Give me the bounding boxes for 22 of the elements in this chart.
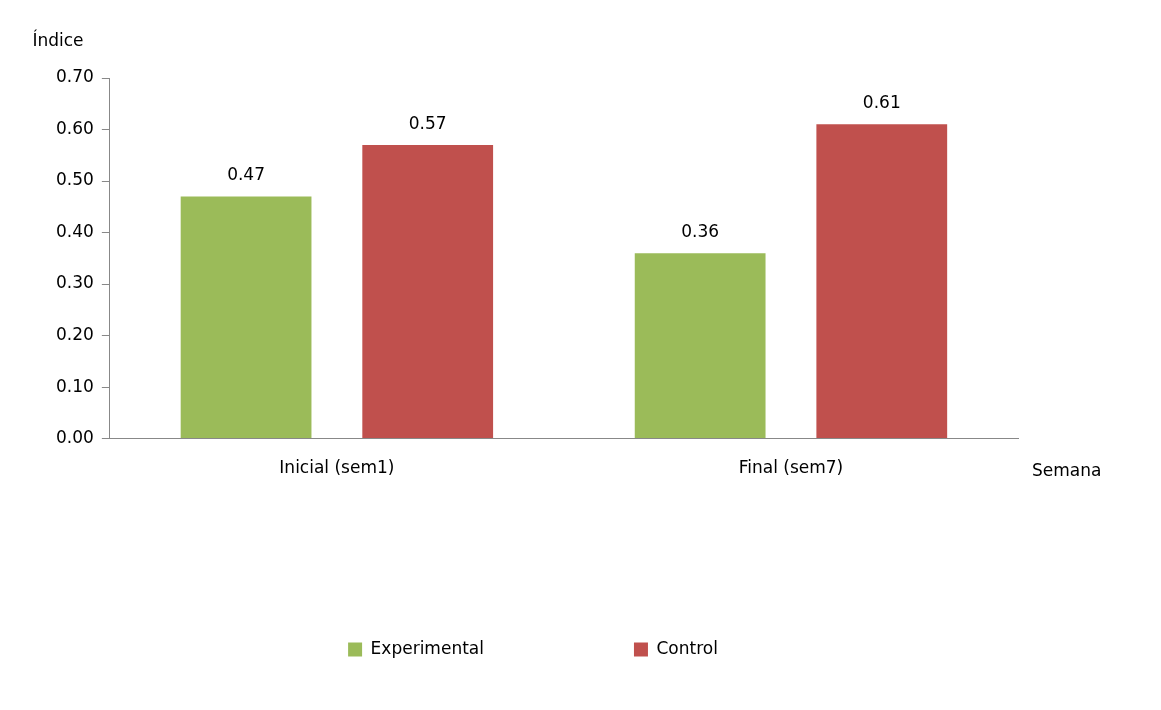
bar <box>180 196 312 439</box>
x-axis-title: Semana <box>1032 459 1102 480</box>
data-label: 0.57 <box>408 112 447 133</box>
y-tick-label: 0.10 <box>55 375 94 396</box>
y-tick-label: 0.70 <box>55 66 94 87</box>
y-tick-label: 0.00 <box>55 427 94 448</box>
y-tick-label: 0.30 <box>55 272 94 293</box>
bar <box>634 253 766 439</box>
y-tick-label: 0.50 <box>55 169 94 190</box>
y-tick-label: 0.40 <box>55 220 94 241</box>
x-tick-label: Final (sem7) <box>738 457 844 478</box>
x-tick-label: Inicial (sem1) <box>279 457 395 478</box>
data-label: 0.61 <box>862 92 901 113</box>
bar <box>362 144 494 439</box>
data-label: 0.36 <box>681 221 720 242</box>
y-tick-label: 0.60 <box>55 117 94 138</box>
data-label: 0.47 <box>227 164 265 185</box>
bar <box>816 124 948 439</box>
legend-label: Control <box>656 637 718 658</box>
y-axis-title: Índice <box>32 28 84 50</box>
legend-label: Experimental <box>370 637 484 658</box>
y-tick-label: 0.20 <box>55 323 94 344</box>
